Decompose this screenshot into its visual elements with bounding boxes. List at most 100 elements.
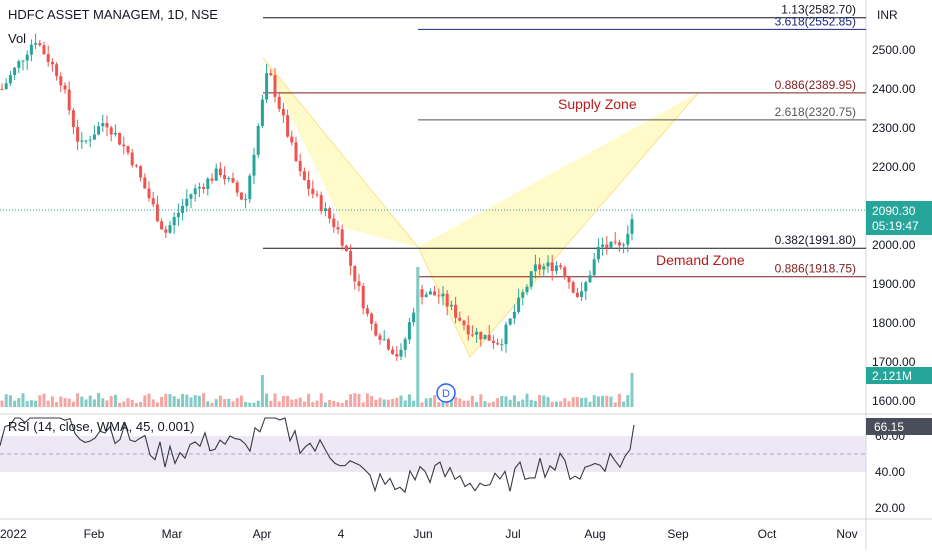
candle-body	[395, 353, 399, 357]
symbol-legend[interactable]: HDFC ASSET MANAGEM, 1D, NSE	[8, 7, 218, 22]
volume-bar	[130, 400, 134, 407]
candle-body	[336, 227, 340, 230]
volume-bar	[626, 394, 630, 407]
candle-body	[210, 178, 214, 181]
volume-bar	[260, 375, 264, 407]
volume-bar	[101, 398, 105, 407]
candle-body	[613, 241, 617, 243]
candle-body	[449, 304, 453, 307]
volume-bar	[109, 396, 113, 407]
volume-bar	[483, 401, 487, 407]
candle-body	[277, 96, 281, 109]
volume-bar	[265, 393, 269, 407]
volume-bar	[227, 398, 231, 407]
candle-body	[328, 208, 332, 219]
volume-bar	[46, 400, 50, 407]
fib-level-label: 0.382(1991.80)	[775, 233, 856, 247]
volume-bar	[25, 401, 29, 407]
candle-body	[122, 144, 126, 147]
candle-body	[332, 218, 336, 228]
volume-bar	[596, 396, 600, 407]
candle-body	[512, 311, 516, 319]
volume-bar	[508, 399, 512, 407]
volume-bar	[617, 393, 621, 407]
candle-body	[340, 229, 344, 246]
volume-bar	[311, 402, 315, 407]
volume-bar	[218, 395, 222, 407]
candle-body	[214, 168, 218, 181]
candle-body	[281, 108, 285, 116]
volume-legend[interactable]: Vol	[8, 31, 27, 46]
volume-bar	[97, 393, 101, 407]
volume-bar	[336, 402, 340, 407]
volume-bar	[252, 402, 256, 407]
volume-bar	[164, 393, 168, 407]
candle-body	[626, 233, 630, 245]
volume-bar	[395, 397, 399, 407]
price-tick: 1600.00	[872, 394, 916, 408]
volume-bar	[84, 399, 88, 407]
candle-body	[55, 64, 59, 77]
volume-bar	[235, 397, 239, 407]
volume-bar	[76, 393, 80, 407]
volume-bar	[302, 401, 306, 407]
candle-body	[529, 271, 533, 287]
candle-body	[428, 291, 432, 295]
candle-body	[525, 286, 529, 293]
candle-body	[605, 244, 609, 248]
marker-circle	[436, 383, 456, 403]
pattern-leg-right	[418, 93, 698, 357]
candle-body	[185, 198, 189, 206]
candle-body	[609, 241, 613, 248]
candle-body	[172, 217, 176, 226]
volume-bar	[470, 395, 474, 407]
volume-bar	[382, 399, 386, 407]
candle-body	[344, 245, 348, 252]
volume-bar	[34, 400, 38, 407]
candle-body	[80, 140, 84, 142]
candle-body	[378, 335, 382, 340]
price-tick: 1700.00	[872, 355, 916, 369]
volume-bar	[4, 394, 8, 407]
volume-bar	[71, 401, 75, 407]
volume-bar	[223, 399, 227, 407]
candle-body	[239, 192, 243, 200]
candle-body	[311, 188, 315, 195]
candle-body	[374, 323, 378, 336]
candle-body	[244, 199, 248, 201]
rsi-legend[interactable]: RSI (14, close, WMA, 45, 0.001)	[8, 419, 195, 434]
volume-bar	[378, 397, 382, 407]
candle-body	[181, 205, 185, 213]
volume-bar	[584, 397, 588, 407]
candle-body	[76, 127, 80, 142]
rsi-value-tag	[866, 418, 932, 435]
candle-body	[403, 339, 407, 350]
candle-body	[176, 212, 180, 218]
candle-body	[109, 127, 113, 135]
volume-bar	[214, 399, 218, 407]
volume-bar	[286, 395, 290, 407]
time-tick: Jul	[505, 527, 520, 541]
volume-bar	[559, 401, 563, 407]
candle-body	[113, 132, 117, 135]
volume-bar	[139, 401, 143, 407]
volume-bars	[0, 267, 634, 407]
candle-body	[483, 334, 487, 340]
volume-bar	[55, 402, 59, 407]
volume-bar	[370, 395, 374, 407]
volume-bar	[202, 393, 206, 407]
candle-body	[147, 188, 151, 199]
volume-bar	[580, 397, 584, 407]
volume-bar	[160, 396, 164, 407]
volume-bar	[17, 398, 21, 407]
volume-bar	[189, 397, 193, 407]
volume-bar	[197, 395, 201, 407]
candle-body	[420, 289, 424, 298]
candle-body	[231, 178, 235, 183]
volume-bar	[273, 393, 277, 407]
candle-body	[500, 344, 504, 346]
volume-bar	[328, 399, 332, 407]
volume-bar	[181, 393, 185, 407]
time-tick: 4	[338, 527, 345, 541]
